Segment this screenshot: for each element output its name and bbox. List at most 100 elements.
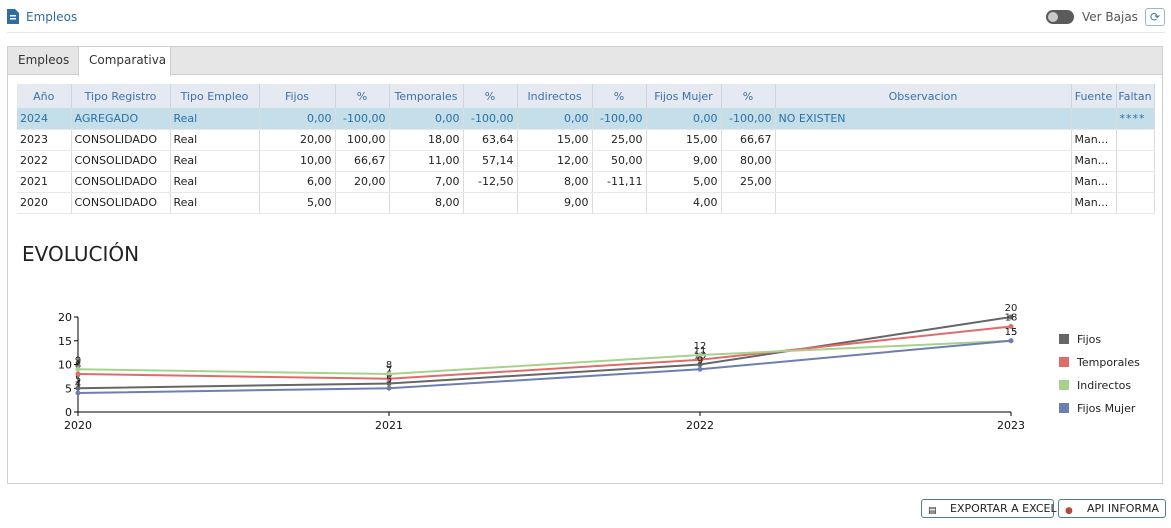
cell-faltan [1116,129,1155,151]
legend-swatch [1059,380,1069,390]
col-header-pct-fijos-mujer[interactable]: % [721,84,776,108]
table-row[interactable]: 2020 CONSOLIDADO Real 5,00 8,00 9,00 4,0… [17,192,1155,214]
cell-temporales: 7,00 [389,171,464,193]
col-header-fijos-mujer[interactable]: Fijos Mujer [646,84,722,108]
col-header-fuente[interactable]: Fuente [1071,84,1117,108]
tab-bar: Empleos Comparativa [8,47,1162,76]
x-tick-label: 2022 [686,419,714,432]
col-header-anio[interactable]: Año [17,84,72,108]
data-point [1008,314,1014,320]
data-point [1008,324,1014,329]
data-label: 15 [1005,327,1018,338]
cell-pct-temporales: 63,64 [463,129,518,151]
data-label: 18 [1005,313,1018,324]
cell-anio: 2024 [17,108,72,130]
cell-tipo-registro: CONSOLIDADO [71,150,171,172]
y-tick-label: 5 [65,382,72,395]
x-tick-label: 2023 [997,419,1025,432]
refresh-button[interactable]: ⟳ [1145,8,1165,26]
cell-tipo-empleo: Real [170,129,260,151]
table-row[interactable]: 2021 CONSOLIDADO Real 6,00 20,00 7,00 -1… [17,171,1155,193]
cell-temporales: 18,00 [389,129,464,151]
export-excel-button[interactable]: ▤ EXPORTAR A EXCEL [921,499,1057,518]
cell-pct-temporales: -100,00 [463,108,518,130]
col-header-pct-temporales[interactable]: % [463,84,518,108]
col-header-temporales[interactable]: Temporales [389,84,464,108]
series-line [77,325,1012,380]
col-header-tipo-empleo[interactable]: Tipo Empleo [170,84,260,108]
cell-fijos: 6,00 [259,171,336,193]
legend-swatch [1059,334,1069,344]
series-line [77,316,1012,390]
evolution-title: EVOLUCIÓN [22,242,140,266]
table-row[interactable]: 2023 CONSOLIDADO Real 20,00 100,00 18,00… [17,129,1155,151]
cell-fuente: Man... [1071,171,1117,193]
tab-comparativa[interactable]: Comparativa [78,47,171,76]
api-informa-label: API INFORMA [1087,502,1160,515]
cell-tipo-empleo: Real [170,171,260,193]
cell-pct-indirectos: 50,00 [592,150,647,172]
legend-swatch [1059,357,1069,367]
cell-anio: 2021 [17,171,72,193]
api-informa-button[interactable]: ● API INFORMA [1058,499,1166,518]
cell-faltan [1116,171,1155,193]
table-row[interactable]: 2024 AGREGADO Real 0,00 -100,00 0,00 -10… [17,108,1155,130]
data-point [75,390,81,396]
refresh-icon: ⟳ [1149,10,1161,24]
col-header-faltan[interactable]: Faltan [1116,84,1155,108]
data-point [1008,338,1014,344]
col-header-fijos[interactable]: Fijos [259,84,336,108]
cell-tipo-empleo: Real [170,108,260,130]
col-header-indirectos[interactable]: Indirectos [517,84,593,108]
data-label: 5 [75,374,81,385]
ver-bajas-label: Ver Bajas [1082,10,1138,24]
data-label: 12 [694,341,707,352]
cell-pct-fijos-mujer: 66,67 [721,129,776,151]
x-tick-label: 2021 [375,419,403,432]
export-excel-label: EXPORTAR A EXCEL [950,502,1057,515]
toggle-knob [1048,12,1058,22]
data-label: 9 [75,355,81,366]
data-label: 8 [75,360,81,371]
data-label: 5 [386,374,392,385]
col-header-tipo-registro[interactable]: Tipo Registro [71,84,171,108]
cell-pct-fijos-mujer: 80,00 [721,150,776,172]
cell-pct-temporales: 57,14 [463,150,518,172]
cell-tipo-registro: CONSOLIDADO [71,192,171,214]
data-point [697,352,703,358]
cell-fuente: Man... [1071,192,1117,214]
cell-pct-fijos [335,192,390,214]
cell-anio: 2023 [17,129,72,151]
data-point [386,385,392,391]
cell-observacion: NO EXISTEN [775,108,1072,130]
data-point [386,376,392,382]
tab-empleos[interactable]: Empleos [18,53,70,67]
cell-indirectos: 12,00 [517,150,593,172]
col-header-pct-fijos[interactable]: % [335,84,390,108]
col-header-pct-indirectos[interactable]: % [592,84,647,108]
cell-tipo-registro: CONSOLIDADO [71,129,171,151]
content-panel: Empleos Comparativa Año Tipo Registro Ti… [7,46,1163,484]
data-label: 7 [386,365,392,376]
data-point [386,381,392,386]
col-header-observacion[interactable]: Observacion [775,84,1072,108]
cell-pct-fijos: 100,00 [335,129,390,151]
cell-pct-fijos-mujer: -100,00 [721,108,776,130]
cell-pct-fijos: -100,00 [335,108,390,130]
data-label: 15 [1005,327,1018,338]
cell-anio: 2022 [17,150,72,172]
cell-fijos-mujer: 9,00 [646,150,722,172]
cell-temporales: 8,00 [389,192,464,214]
y-tick-label: 10 [58,359,72,372]
cell-fijos-mujer: 15,00 [646,129,722,151]
ver-bajas-toggle[interactable] [1046,10,1074,24]
data-label: 4 [75,379,81,390]
cell-fijos-mujer: 5,00 [646,171,722,193]
cell-pct-temporales: -12,50 [463,171,518,193]
table-row[interactable]: 2022 CONSOLIDADO Real 10,00 66,67 11,00 … [17,150,1155,172]
cell-pct-fijos: 66,67 [335,150,390,172]
cell-observacion [775,171,1072,193]
cell-observacion [775,150,1072,172]
cell-pct-indirectos: 25,00 [592,129,647,151]
cell-fuente [1071,108,1117,130]
